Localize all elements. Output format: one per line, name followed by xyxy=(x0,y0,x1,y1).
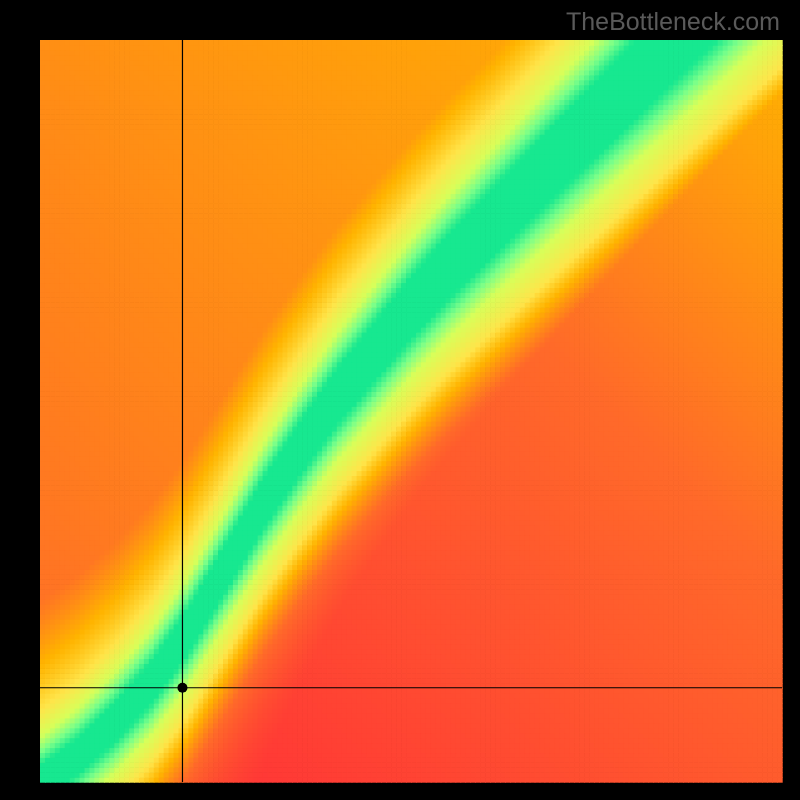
watermark-text: TheBottleneck.com xyxy=(566,8,780,37)
chart-container: { "watermark": { "text": "TheBottleneck.… xyxy=(0,0,800,800)
heatmap-canvas xyxy=(0,0,800,800)
